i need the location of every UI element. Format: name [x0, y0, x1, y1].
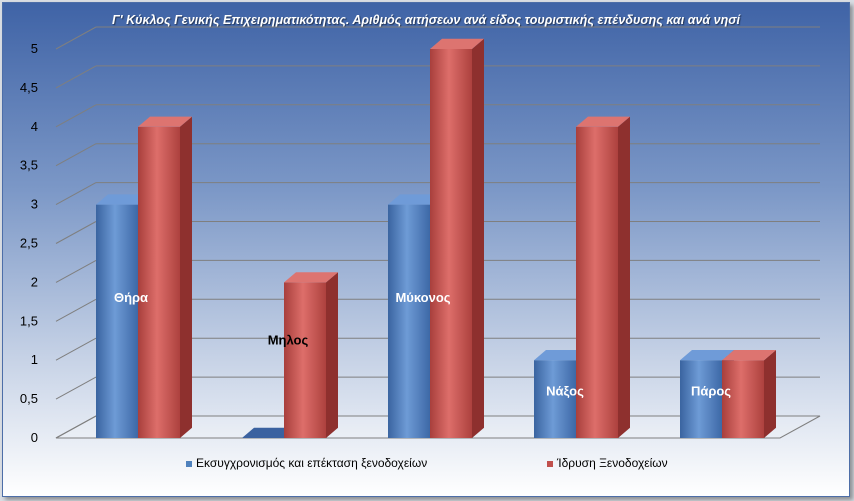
legend-entry: Εκσυγχρονισμός και επέκταση ξενοδοχείων	[186, 456, 427, 470]
y-tick-label: 4,5	[20, 80, 38, 95]
y-tick-label: 3,5	[20, 158, 38, 173]
bar	[242, 427, 296, 438]
category-label: Πάρος	[691, 383, 731, 398]
category-label: Νάξος	[546, 383, 584, 398]
bars	[96, 38, 776, 439]
y-tick-label: 0	[31, 430, 38, 445]
category-label: Μύκονος	[395, 290, 450, 305]
bar	[576, 116, 630, 439]
y-tick-label: 2	[31, 274, 38, 289]
category-label: Θήρα	[114, 290, 148, 305]
bar	[722, 350, 776, 438]
y-tick-label: 1,5	[20, 313, 38, 328]
y-tick-label: 0,5	[20, 391, 38, 406]
category-label: Μηλος	[268, 333, 309, 348]
gridline	[55, 26, 820, 50]
y-tick-label: 3	[31, 197, 38, 212]
bar	[138, 116, 192, 439]
chart-title: Γ' Κύκλος Γενικής Επιχειρηματικότητας. Α…	[112, 13, 740, 27]
y-tick-label: 4	[31, 119, 38, 134]
legend-label: Εκσυγχρονισμός και επέκταση ξενοδοχείων	[196, 456, 427, 470]
legend: Εκσυγχρονισμός και επέκταση ξενοδοχείων Ί…	[186, 456, 668, 470]
bar	[388, 194, 442, 438]
y-axis-ticks: 0 0,5 1 1,5 2 2,5 3 3,5 4 4,5 5	[20, 41, 38, 445]
bar	[284, 272, 338, 438]
y-tick-label: 1	[31, 352, 38, 367]
category-labels: Θήρα Μηλος Μύκονος Νάξος Πάρος	[114, 290, 731, 398]
y-tick-label: 5	[31, 41, 38, 56]
legend-swatch	[186, 461, 192, 467]
legend-label: Ίδρυση Ξενοδοχείων	[556, 456, 668, 470]
bar	[430, 38, 484, 439]
legend-swatch	[547, 461, 553, 467]
y-tick-label: 2,5	[20, 236, 38, 251]
legend-entry: Ίδρυση Ξενοδοχείων	[547, 456, 668, 470]
